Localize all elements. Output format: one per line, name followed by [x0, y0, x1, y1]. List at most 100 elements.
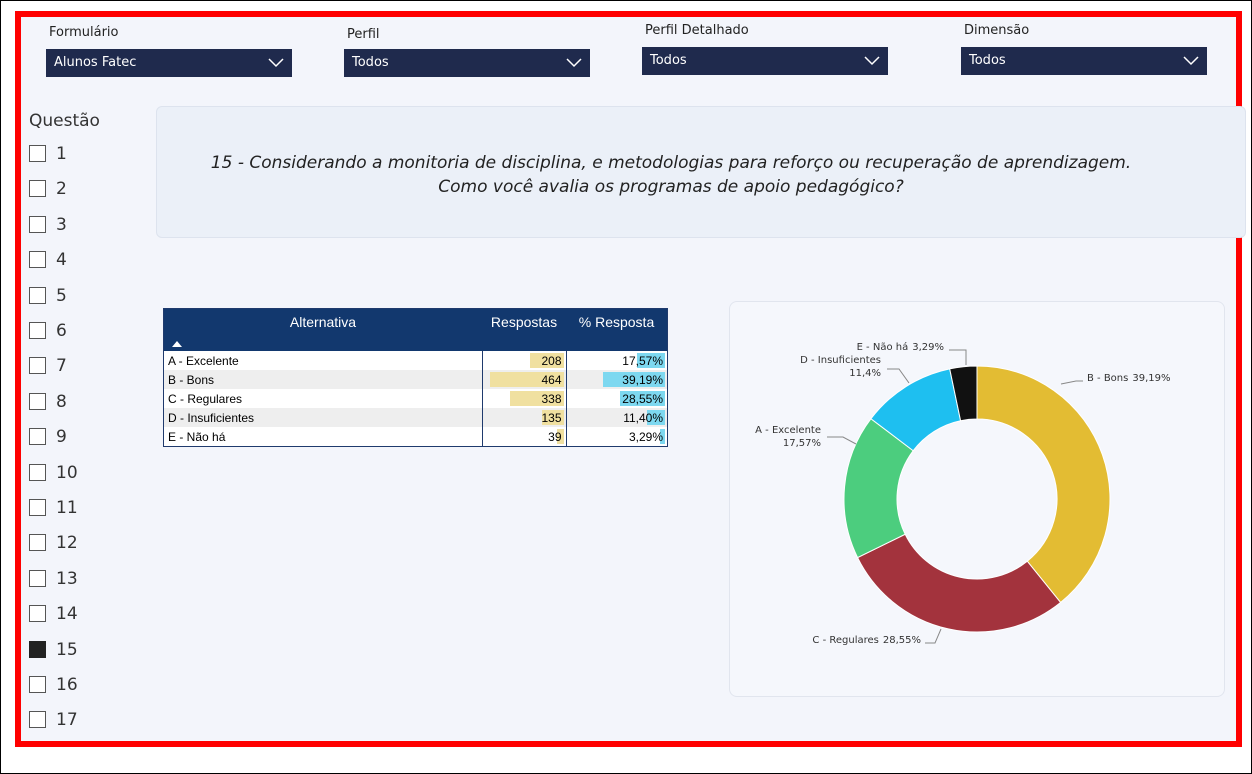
question-item[interactable]: 13: [29, 569, 78, 589]
cell: 464: [481, 370, 566, 389]
question-item[interactable]: 7: [29, 356, 67, 376]
data-bar: [619, 391, 665, 406]
question-number: 8: [56, 391, 67, 412]
column-header: Alternativa: [163, 308, 482, 351]
question-item[interactable]: 5: [29, 286, 67, 306]
table-row: C - Regulares 338 28,55%: [163, 389, 668, 408]
checkbox: [29, 322, 46, 339]
table-row: B - Bons 464 39,19%: [163, 370, 668, 389]
cell-value: 135: [541, 410, 562, 425]
checkbox: [29, 499, 46, 516]
chevron: [566, 58, 582, 68]
table-row: D - Insuficientes 135 11,40%: [163, 408, 668, 427]
question-number: 16: [56, 675, 78, 695]
question-item[interactable]: 1: [29, 144, 67, 164]
question-number: 1: [56, 144, 67, 164]
question-box: 15 - Considerando a monitoria de discipl…: [156, 106, 1246, 238]
question-item[interactable]: 6: [29, 321, 67, 341]
question-number: 11: [56, 498, 78, 518]
question-number: 9: [56, 427, 67, 448]
chevron: [864, 56, 880, 66]
filter-label: Formulário: [49, 25, 119, 40]
question-number: 2: [56, 179, 67, 200]
data-bar: [557, 429, 564, 444]
checkbox: [29, 463, 46, 481]
header-row: Alternativa Respostas% Resposta: [163, 308, 668, 351]
filter-label: Dimensão: [964, 23, 1030, 38]
checkbox: [29, 145, 46, 162]
dropdown[interactable]: Todos: [642, 47, 888, 75]
data-bar: [530, 353, 564, 368]
question-item[interactable]: 16: [29, 675, 78, 695]
question-item[interactable]: 14: [29, 604, 78, 624]
checkbox: [29, 534, 46, 552]
question-item[interactable]: 3: [29, 215, 67, 235]
cell-value: 208: [541, 353, 562, 368]
column-header: % Resposta: [566, 308, 668, 351]
checkbox: [29, 392, 46, 410]
table-row: E - Não há 39 3,29%: [163, 427, 668, 447]
checkbox: [29, 676, 46, 693]
cell: 11,40%: [565, 408, 668, 427]
chevron: [268, 58, 284, 68]
sort-icon: [172, 341, 182, 347]
checkbox: [29, 428, 46, 446]
data-bar: [603, 372, 665, 387]
cell-value: 39: [548, 429, 562, 444]
question-line: 15 - Considerando a monitoria de discipl…: [210, 153, 1132, 173]
cell: E - Não há: [163, 427, 482, 447]
question-item[interactable]: 10: [29, 463, 78, 483]
question-item[interactable]: 2: [29, 179, 67, 199]
checkbox: [29, 286, 46, 304]
cell: 39: [481, 427, 566, 447]
question-line: Como você avalia os programas de apoio p…: [438, 177, 904, 197]
cell-value: 28,55%: [622, 391, 663, 406]
cell: 28,55%: [565, 389, 668, 408]
question-number: 4: [56, 250, 67, 271]
question-number: 7: [56, 356, 67, 377]
cell: 39,19%: [565, 370, 668, 389]
filter-label: Perfil: [347, 27, 380, 42]
question-list-title: Questão: [29, 111, 100, 131]
cell: 17,57%: [565, 351, 668, 370]
data-bar: [541, 410, 564, 425]
question-number: 10: [56, 462, 78, 483]
checkbox: [29, 711, 46, 729]
question-item[interactable]: 12: [29, 533, 78, 553]
column-header: Respostas: [482, 308, 566, 351]
question-item[interactable]: 4: [29, 250, 67, 270]
question-number: 13: [56, 568, 78, 589]
checkbox: [29, 251, 46, 269]
cell: D - Insuficientes: [163, 408, 482, 427]
question-item[interactable]: 17: [29, 710, 78, 730]
question-item[interactable]: 8: [29, 392, 67, 412]
question-item[interactable]: 11: [29, 498, 78, 518]
data-bar: [489, 372, 564, 387]
cell-value: 17,57%: [622, 353, 663, 368]
chevron: [1183, 56, 1199, 66]
dropdown[interactable]: Alunos Fatec: [46, 49, 292, 77]
question-item[interactable]: 15: [29, 640, 78, 660]
checkbox: [29, 605, 46, 623]
cell-value: 3,29%: [628, 429, 663, 444]
question-number: 6: [56, 321, 67, 341]
checkbox: [29, 180, 46, 198]
checkbox: [29, 215, 46, 233]
cell: 338: [481, 389, 566, 408]
data-bar: [646, 410, 665, 425]
data-bar: [637, 353, 665, 368]
cell-value: 11,40%: [623, 410, 663, 425]
question-number: 14: [56, 604, 78, 625]
question-number: 3: [56, 214, 67, 235]
table: Alternativa Respostas% Resposta A - Excele…: [163, 308, 668, 447]
dropdown[interactable]: Todos: [344, 49, 590, 77]
checkbox: [29, 569, 46, 587]
question-item[interactable]: 9: [29, 427, 67, 447]
dropdown[interactable]: Todos: [961, 47, 1207, 75]
cell-value: 338: [541, 391, 562, 406]
cell: C - Regulares: [163, 389, 482, 408]
cell: 135: [481, 408, 566, 427]
checkbox: [29, 357, 46, 375]
checkbox: [29, 640, 46, 658]
